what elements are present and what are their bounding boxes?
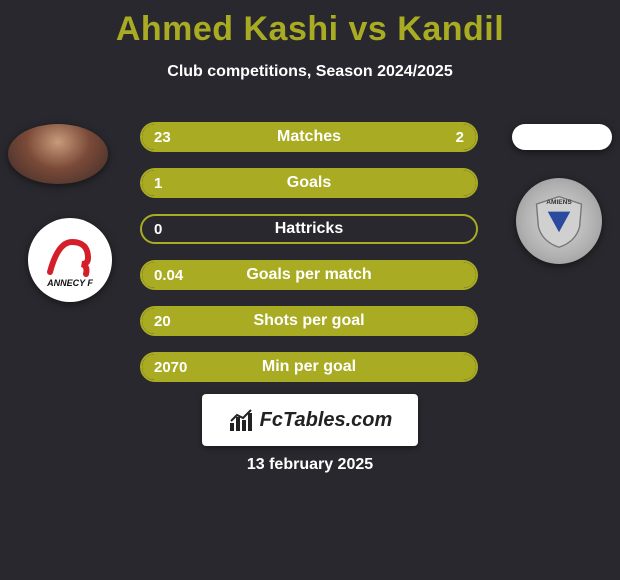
stat-row: Matches23 2 xyxy=(140,122,478,152)
stat-row: Shots per goal20 xyxy=(140,306,478,336)
stat-value-left: 23 xyxy=(154,124,171,150)
stat-label: Min per goal xyxy=(142,354,476,380)
club-left-badge: ANNECY F xyxy=(28,218,112,302)
stat-value-left: 0.04 xyxy=(154,262,183,288)
stat-row: Min per goal2070 xyxy=(140,352,478,382)
stat-value-left: 1 xyxy=(154,170,162,196)
svg-text:AMIENS: AMIENS xyxy=(546,199,572,206)
stat-row: Goals1 xyxy=(140,168,478,198)
page-title: Ahmed Kashi vs Kandil xyxy=(0,0,620,49)
brand-box[interactable]: FcTables.com xyxy=(202,394,418,446)
brand-icon xyxy=(228,407,254,433)
player-left-avatar xyxy=(8,124,108,184)
annecy-icon: ANNECY F xyxy=(38,228,102,292)
page-subtitle: Club competitions, Season 2024/2025 xyxy=(0,63,620,81)
stat-value-left: 20 xyxy=(154,308,171,334)
stat-row: Hattricks0 xyxy=(140,214,478,244)
stat-label: Shots per goal xyxy=(142,308,476,334)
club-right-badge: AMIENS xyxy=(516,178,602,264)
stat-value-right: 2 xyxy=(456,124,464,150)
stat-label: Goals xyxy=(142,170,476,196)
brand-text: FcTables.com xyxy=(260,409,393,432)
amiens-icon: AMIENS xyxy=(529,191,589,251)
svg-text:ANNECY F: ANNECY F xyxy=(46,278,93,288)
stat-label: Goals per match xyxy=(142,262,476,288)
stat-label: Hattricks xyxy=(142,216,476,242)
stat-label: Matches xyxy=(142,124,476,150)
stat-value-left: 2070 xyxy=(154,354,187,380)
stat-row: Goals per match0.04 xyxy=(140,260,478,290)
stats-panel: Matches23 2 Goals1 Hattricks0 Goals per matc… xyxy=(140,122,478,398)
date-label: 13 february 2025 xyxy=(0,456,620,474)
player-right-avatar xyxy=(512,124,612,150)
stat-value-left: 0 xyxy=(154,216,162,242)
